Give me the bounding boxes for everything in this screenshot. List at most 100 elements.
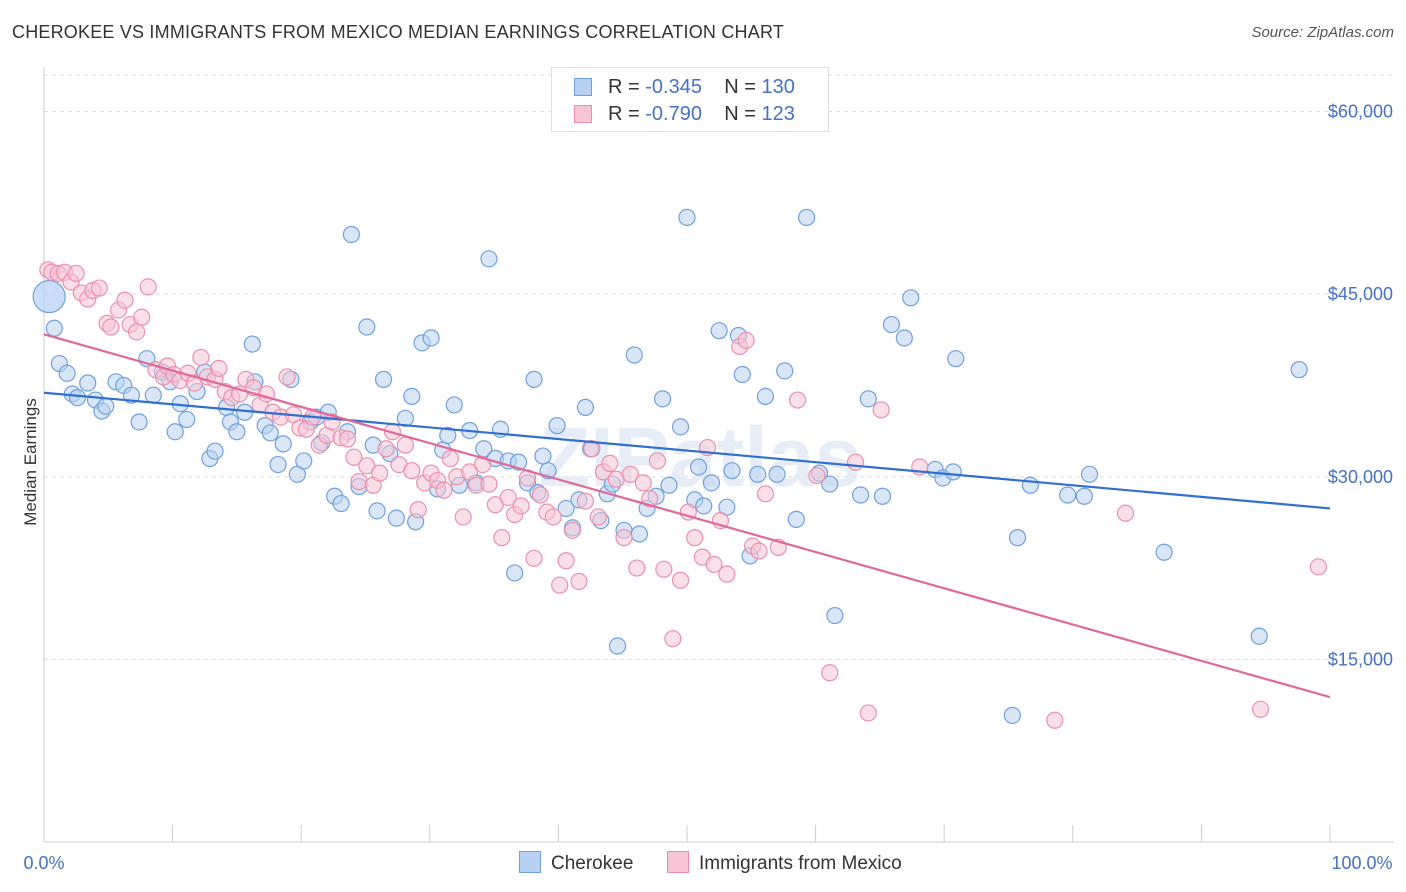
cherokee-point-107 [768, 465, 786, 483]
n-value-cherokee: 130 [761, 76, 795, 98]
mexico-point-58 [409, 501, 427, 519]
cherokee-point-4 [68, 389, 87, 407]
cherokee-point-116 [873, 487, 892, 505]
mexico-point-115 [846, 453, 865, 471]
cherokee-point-2 [58, 364, 76, 382]
cherokee-point-92 [660, 476, 678, 494]
cherokee-point-44 [342, 225, 360, 244]
cherokee-point-46 [358, 318, 376, 336]
cherokee-point-98 [702, 474, 721, 492]
cherokee-point-113 [826, 606, 844, 625]
cherokee-point-14 [144, 386, 162, 404]
mexico-point-25 [192, 348, 210, 367]
mexico-point-95 [648, 452, 667, 470]
mexico-point-63 [441, 449, 459, 468]
bottom-swatch-mexico [667, 851, 689, 873]
mexico-point-68 [473, 455, 492, 474]
cherokee-point-119 [902, 289, 920, 307]
cherokee-point-99 [710, 322, 728, 340]
cherokee-point-88 [630, 525, 649, 543]
mexico-point-117 [872, 401, 890, 419]
bottom-legend-mexico: Immigrants from Mexico [667, 851, 902, 875]
mexico-point-113 [808, 466, 826, 485]
mexico-point-47 [338, 430, 357, 448]
x-tick-label-min: 0.0% [23, 853, 64, 873]
cherokee-point-26 [228, 423, 246, 441]
mexico-point-92 [628, 559, 646, 577]
mexico-point-110 [756, 485, 775, 503]
axes [43, 67, 1394, 843]
cherokee-point-131 [1250, 627, 1268, 645]
mexico-point-70 [486, 496, 504, 514]
cherokee-point-72 [525, 370, 543, 388]
cherokee-point-48 [368, 502, 386, 520]
mexico-point-116 [859, 704, 877, 722]
cherokee-point-91 [653, 390, 672, 408]
mexico-point-13 [116, 291, 134, 309]
cherokee-point-49 [374, 370, 393, 388]
mexico-point-76 [525, 549, 543, 567]
cherokee-point-103 [733, 365, 751, 384]
cherokee-point-51 [387, 509, 405, 527]
cherokee-point-94 [678, 208, 696, 227]
cherokee-point-19 [178, 410, 196, 429]
cherokee-point-59 [439, 426, 457, 444]
mexico-point-72 [499, 488, 517, 507]
cherokee-point-8 [97, 397, 115, 415]
legend-swatch-cherokee [574, 78, 592, 96]
mexico-point-62 [435, 481, 453, 499]
mexico-point-17 [139, 278, 157, 296]
cherokee-trend-line [43, 391, 1331, 510]
cherokee-point-126 [1021, 476, 1039, 494]
mexico-point-84 [576, 492, 595, 510]
y-tick-label-3: $60,000 [1328, 102, 1393, 122]
cherokee-point-114 [852, 486, 870, 504]
cherokee-point-132 [1290, 361, 1308, 379]
cherokee-point-36 [295, 452, 313, 470]
cherokee-point-5 [79, 374, 97, 392]
cherokee-point-69 [506, 564, 524, 582]
mexico-point-80 [551, 576, 569, 594]
cherokee-point-97 [695, 497, 713, 515]
mexico-point-74 [512, 497, 530, 515]
r-label: R = [608, 103, 646, 125]
mexico-point-105 [718, 565, 736, 583]
bottom-legend-label-cherokee: Cherokee [551, 853, 634, 874]
cherokee-point-17 [166, 423, 184, 441]
mexico-point-109 [750, 542, 768, 560]
bottom-swatch-cherokee [519, 851, 541, 873]
cherokee-point-65 [480, 250, 498, 268]
cherokee-point-32 [269, 455, 287, 474]
mexico-point-98 [671, 571, 690, 589]
mexico-point-96 [655, 560, 673, 578]
cherokee-point-122 [944, 463, 962, 481]
mexico-point-100 [686, 529, 704, 547]
cherokee-point-110 [797, 208, 816, 227]
mexico-point-9 [90, 279, 108, 297]
cherokee-point-127 [1059, 486, 1077, 504]
mexico-point-114 [821, 664, 839, 682]
mexico-point-94 [641, 490, 659, 508]
cherokee-point-85 [608, 637, 627, 655]
cherokee-point-42 [332, 494, 350, 513]
cherokee-point-56 [422, 329, 440, 347]
cherokee-point-74 [534, 447, 552, 465]
mexico-point-81 [557, 552, 575, 570]
cherokee-point-133 [32, 279, 66, 314]
r-value-mexico: -0.790 [645, 103, 702, 125]
mexico-point-38 [278, 368, 296, 386]
bottom-legend-label-mexico: Immigrants from Mexico [699, 853, 902, 874]
trend-lines [43, 333, 1331, 699]
mexico-point-69 [480, 475, 498, 493]
mexico-point-77 [531, 486, 549, 504]
mexico-point-83 [570, 572, 588, 591]
y-tick-label-1: $30,000 [1328, 467, 1393, 487]
mexico-point-119 [1046, 711, 1064, 729]
cherokee-point-60 [445, 396, 463, 414]
cherokee-point-129 [1080, 465, 1099, 483]
mexico-point-52 [371, 464, 389, 482]
mexico-point-82 [563, 521, 582, 539]
cherokee-point-115 [859, 390, 877, 408]
cherokee-point-105 [749, 465, 767, 483]
